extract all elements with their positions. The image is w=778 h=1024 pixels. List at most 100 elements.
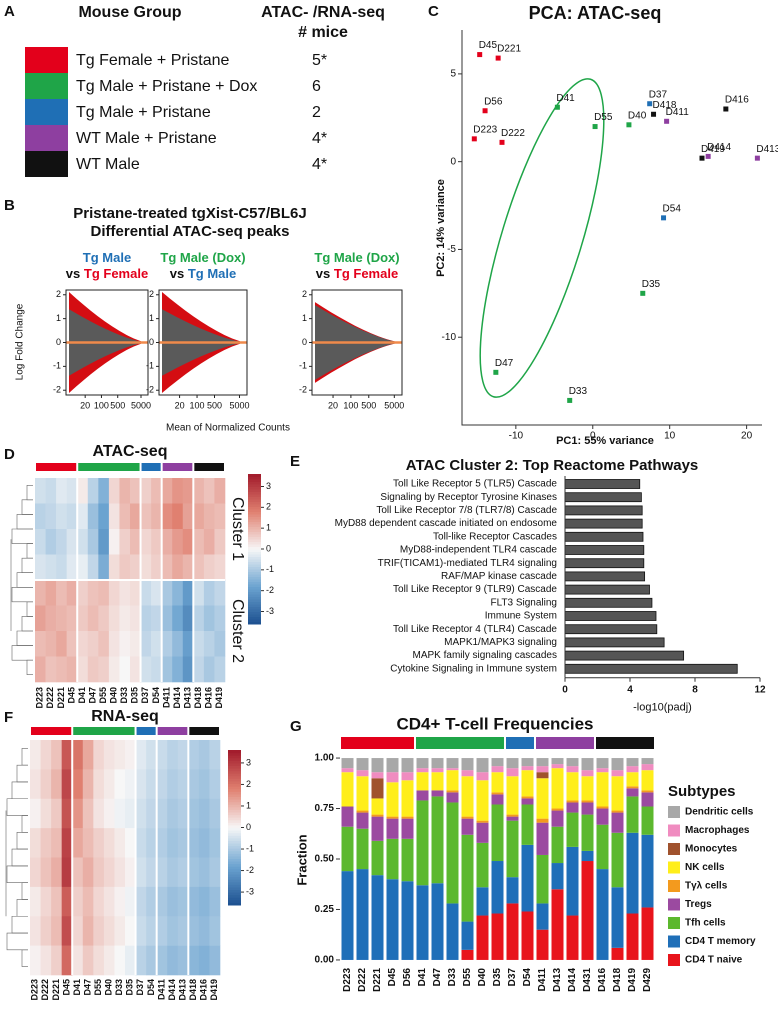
heat-cell (188, 945, 200, 976)
x-tick-label: 500 (207, 400, 222, 410)
colorbar-step (228, 812, 241, 816)
column-label: D54 (151, 687, 161, 704)
heat-cell (125, 916, 136, 946)
colorbar-step (228, 843, 241, 847)
heat-cell (30, 945, 41, 976)
heat-cell (214, 529, 226, 555)
bar-segment (446, 903, 459, 960)
x-tick-label: 5000 (131, 400, 151, 410)
legend-swatch (668, 806, 680, 818)
colorbar-step (248, 621, 261, 625)
x-tick-label: 100 (190, 400, 205, 410)
column-label: D222 (40, 979, 50, 1001)
colorbar-label: 1 (246, 800, 251, 810)
bar-segment (626, 788, 639, 797)
legend-label: CD4 T naive (685, 955, 743, 966)
column-label: D221 (51, 979, 61, 1001)
heat-cell (103, 769, 115, 800)
dendrogram (16, 572, 33, 588)
heat-cell (82, 798, 94, 829)
x-tick-label: D418 (612, 968, 623, 992)
heat-cell (66, 503, 78, 530)
heat-cell (77, 631, 89, 657)
heat-cell (61, 828, 73, 858)
x-tick-label: D419 (627, 968, 638, 992)
group-swatch (25, 47, 68, 73)
colorbar-step (248, 571, 261, 575)
colorbar-step (248, 521, 261, 525)
heat-cell (193, 605, 205, 632)
bar-segment (476, 915, 489, 960)
bar-segment (521, 796, 534, 799)
heat-cell (140, 580, 152, 606)
colorbar-step (248, 569, 261, 572)
heat-cell (45, 478, 57, 504)
heat-cell (140, 554, 152, 581)
heat-cell (193, 580, 205, 606)
bar-segment (371, 814, 384, 817)
heat-cell (156, 886, 168, 917)
heat-cell (193, 503, 205, 530)
bar-segment (461, 818, 474, 835)
category-label: Toll Like Receptor 4 (TLR4) Cascade (393, 624, 557, 635)
table-header: # mice (298, 24, 348, 41)
point-label: D222 (501, 128, 525, 139)
heat-cell (193, 631, 205, 657)
column-label: D47 (82, 979, 92, 996)
column-label: D55 (93, 979, 103, 996)
heat-cell (177, 886, 189, 917)
point-label: D35 (642, 279, 661, 290)
colorbar-step (228, 814, 241, 818)
bar-segment (551, 826, 564, 864)
heat-cell (45, 656, 57, 683)
bar-segment (491, 913, 504, 960)
colorbar-step (248, 606, 261, 610)
bar-segment (626, 913, 639, 960)
heat-cell (82, 945, 94, 976)
x-tick-label: D35 (492, 968, 503, 987)
heat-cell (151, 631, 162, 657)
y-tick-label: 0.75 (315, 803, 335, 814)
bar-segment (536, 854, 549, 904)
bar-segment (491, 772, 504, 793)
x-axis-label: -log10(padj) (633, 702, 692, 714)
x-tick-label: D33 (447, 968, 458, 987)
heat-cell (188, 828, 200, 858)
colorbar-step (248, 579, 261, 582)
dendrogram (16, 764, 28, 783)
heat-cell (103, 916, 115, 946)
heat-cell (130, 605, 141, 632)
title-part: Tg Male (83, 250, 131, 265)
heat-cell (82, 740, 94, 770)
heat-cell (114, 857, 126, 888)
bar-segment (596, 758, 609, 769)
bar-segment (506, 776, 519, 815)
bar-segment (611, 776, 624, 811)
heat-cell (40, 886, 52, 917)
table-cell: WT Male (76, 156, 140, 173)
y-tick-label: 0 (56, 337, 61, 347)
heat-cell (161, 478, 173, 504)
heat-cell (172, 554, 184, 581)
heat-cell (203, 656, 215, 683)
title-part: Tg Female (334, 266, 398, 281)
y-tick-label: -2 (146, 385, 154, 395)
dendrogram (26, 484, 33, 501)
column-label: D416 (199, 979, 209, 1001)
bar-segment (596, 824, 609, 870)
x-tick-label: 4 (627, 684, 633, 695)
category-label: Signaling by Receptor Tyrosine Kinases (380, 492, 557, 503)
colorbar-step (248, 554, 261, 557)
heat-cell (56, 631, 67, 657)
heat-cell (140, 656, 152, 683)
heat-cell (161, 503, 173, 530)
heat-cell (214, 478, 226, 504)
colorbar-step (228, 809, 241, 813)
bar-segment (626, 832, 639, 914)
colorbar-step (228, 757, 241, 761)
column-label: D33 (114, 979, 124, 996)
dendrogram (6, 798, 28, 816)
legend-swatch (668, 935, 680, 948)
bar-segment (641, 806, 654, 835)
bar (564, 597, 653, 608)
